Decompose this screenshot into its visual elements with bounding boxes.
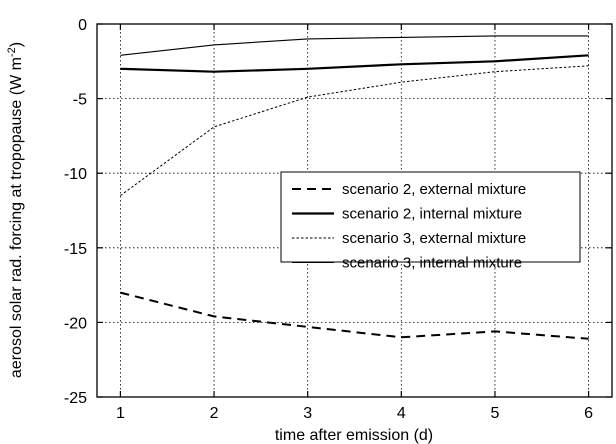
y-tick-label: 0	[78, 17, 87, 34]
y-tick-label: -15	[64, 241, 87, 258]
y-tick-label: -20	[64, 315, 87, 332]
axis-ticks: 1 2 3 4 5 6 0 -5 -10 -15 -20 -25	[64, 17, 612, 422]
x-tick-label: 3	[303, 405, 312, 422]
series-line-2	[120, 54, 589, 73]
legend-label-1: scenario 2, external mixture	[342, 181, 526, 198]
y-axis-title: aerosol solar rad. forcing at tropopause…	[6, 42, 25, 378]
y-tick-label: -5	[73, 92, 87, 109]
x-tick-label: 4	[397, 405, 406, 422]
series-lines	[120, 35, 589, 340]
plot-frame	[96, 23, 613, 398]
legend-label-4: scenario 3, internal mixture	[342, 255, 522, 272]
legend-box	[280, 171, 581, 263]
y-axis-title-main: aerosol solar rad. forcing at tropopause…	[8, 57, 25, 378]
series-line-3	[120, 65, 589, 197]
x-tick-label: 6	[584, 405, 593, 422]
legend-label-2: scenario 2, internal mixture	[342, 206, 522, 223]
series-line-4	[120, 35, 589, 56]
y-axis-title-close: )	[8, 42, 25, 47]
x-tick-label: 5	[491, 405, 500, 422]
legend: scenario 2, external mixture scenario 2, …	[280, 171, 581, 272]
legend-label-3: scenario 3, external mixture	[342, 230, 526, 247]
x-tick-label: 2	[210, 405, 219, 422]
y-axis-title-unit-exponent: -2	[6, 47, 18, 57]
y-tick-label: -25	[64, 390, 87, 407]
x-axis-title: time after emission (d)	[275, 427, 433, 444]
series-line-1	[120, 291, 589, 340]
x-tick-label: 1	[116, 405, 125, 422]
y-tick-label: -10	[64, 166, 87, 183]
